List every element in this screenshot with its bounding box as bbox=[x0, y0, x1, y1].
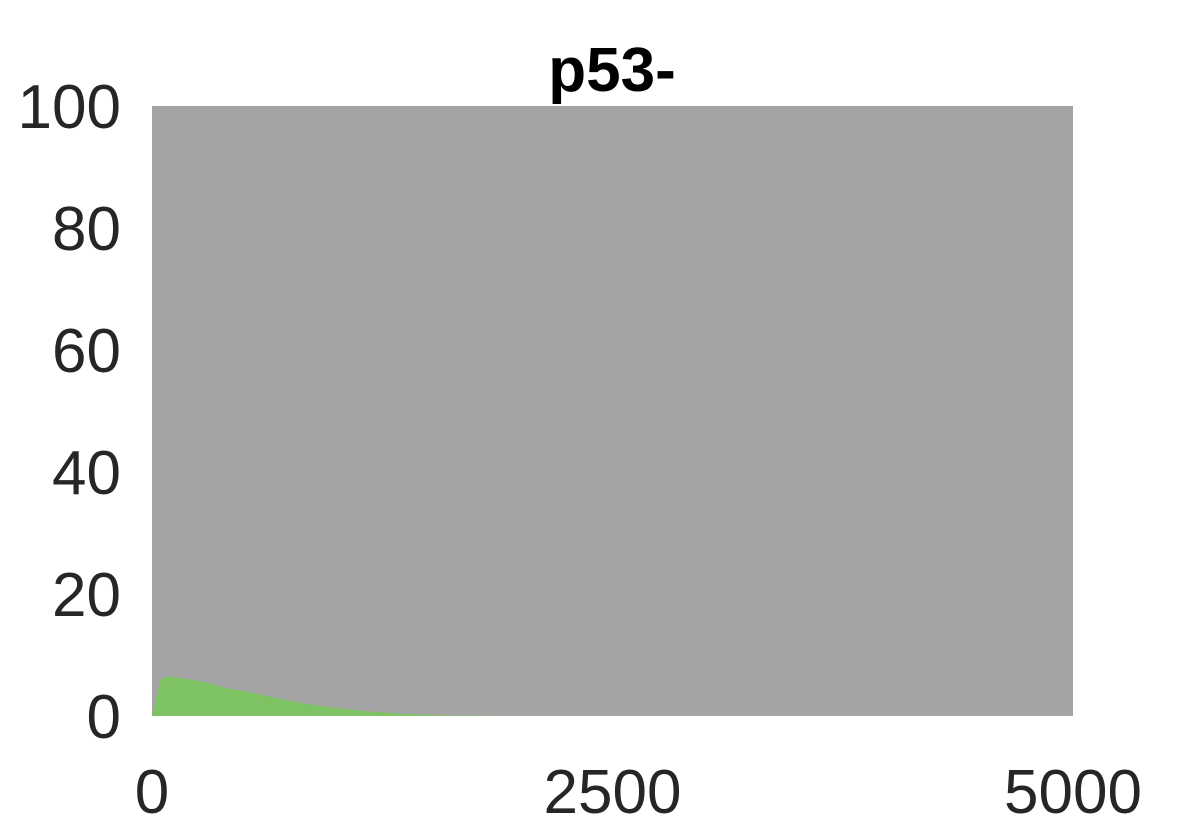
area-series-background bbox=[152, 106, 1073, 716]
x-tick-label: 0 bbox=[135, 758, 169, 827]
x-tick-label: 5000 bbox=[1004, 758, 1142, 827]
plot-area bbox=[152, 106, 1073, 716]
y-tick-label: 80 bbox=[52, 195, 121, 264]
y-tick-label: 40 bbox=[52, 439, 121, 508]
y-tick-label: 0 bbox=[87, 683, 121, 752]
x-tick-label: 2500 bbox=[544, 758, 682, 827]
y-tick-label: 20 bbox=[52, 561, 121, 630]
y-tick-label: 100 bbox=[18, 73, 121, 142]
chart-title: p53- bbox=[548, 36, 675, 105]
y-tick-label: 60 bbox=[52, 317, 121, 386]
x-axis-ticks: 0 2500 5000 bbox=[135, 758, 1142, 827]
area-series-green bbox=[152, 676, 1073, 716]
y-axis-ticks: 0 20 40 60 80 100 bbox=[18, 73, 121, 752]
